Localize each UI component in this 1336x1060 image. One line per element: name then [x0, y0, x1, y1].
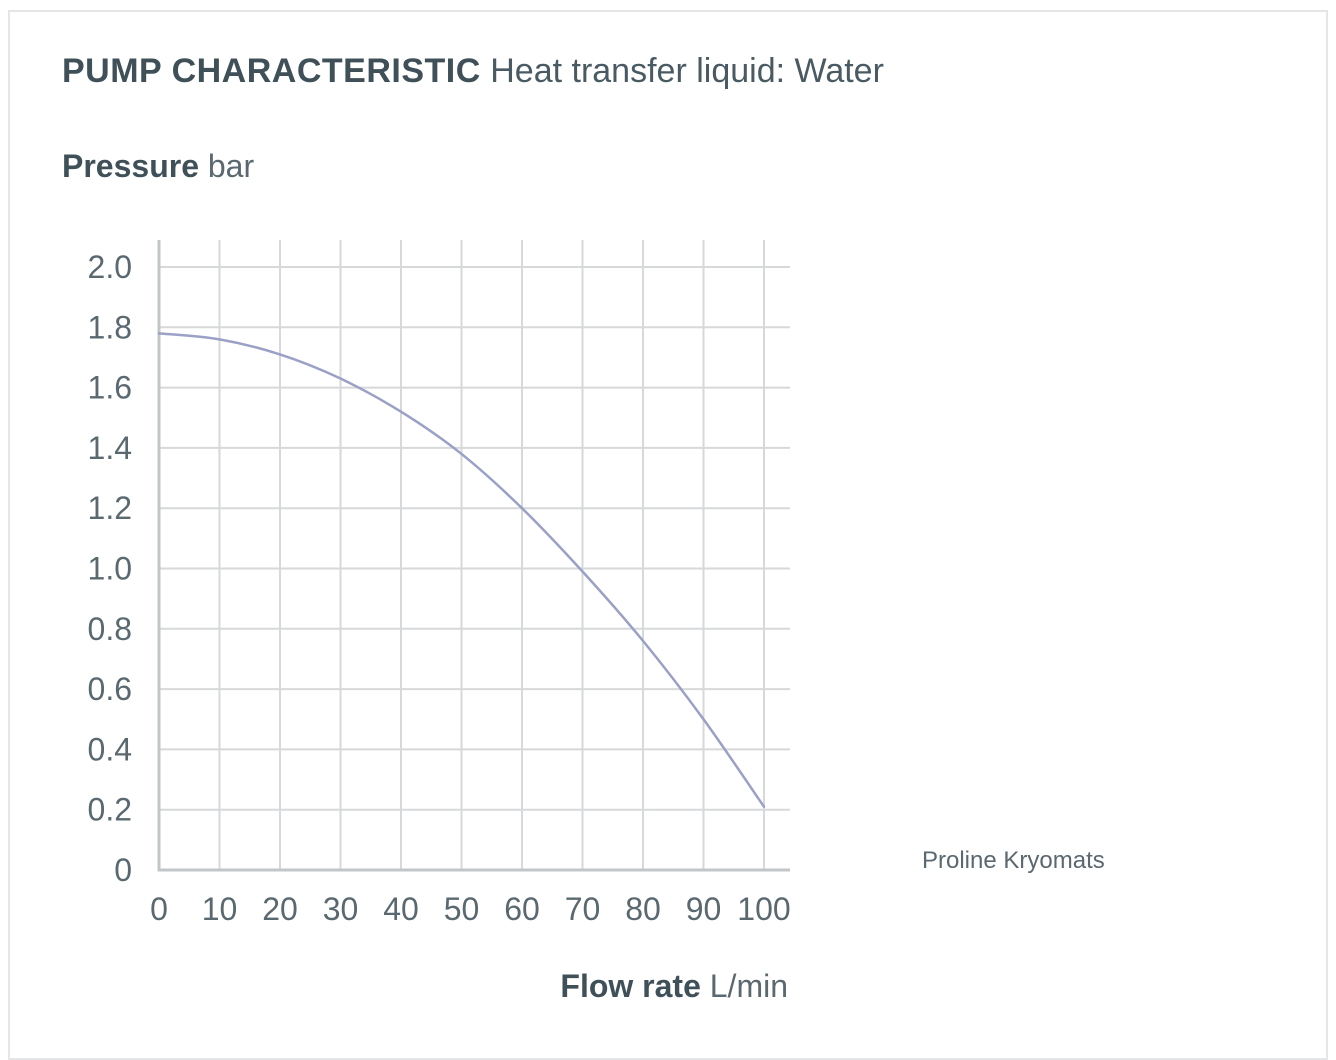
x-axis-label: Flow rate L/min [560, 968, 788, 1005]
x-tick-label-50: 50 [444, 891, 480, 927]
series [157, 332, 766, 808]
y-tick-label-0: 0 [114, 852, 132, 888]
x-tick-label-40: 40 [383, 891, 419, 927]
y-tick-label-2.0: 2.0 [88, 249, 132, 285]
axes [157, 240, 790, 872]
tick-labels: 0 10 20 30 40 50 60 70 80 90 100 0 0.2 0.4 0.6 0.8 1.0 1.… [88, 249, 791, 927]
chart-card [8, 10, 1328, 1060]
y-tick-label-0.2: 0.2 [88, 792, 132, 828]
y-tick-label-1.4: 1.4 [88, 430, 132, 466]
x-tick-label-100: 100 [737, 891, 790, 927]
y-tick-label-1.8: 1.8 [88, 309, 132, 345]
x-tick-label-30: 30 [323, 891, 359, 927]
x-tick-label-20: 20 [262, 891, 298, 927]
y-axis-label-unit: bar [207, 148, 255, 184]
chart-title-main: PUMP CHARACTERISTIC [62, 52, 481, 90]
grid [158, 240, 790, 870]
x-tick-label-70: 70 [565, 891, 601, 927]
x-tick-label-0: 0 [150, 891, 168, 927]
chart-title: PUMP CHARACTERISTIC Heat transfer liquid… [62, 52, 884, 91]
y-tick-label-0.8: 0.8 [88, 611, 132, 647]
y-tick-label-0.6: 0.6 [88, 671, 132, 707]
y-tick-label-1.6: 1.6 [88, 370, 132, 406]
y-tick-label-0.4: 0.4 [88, 731, 132, 767]
legend-entry: Proline Kryomats [922, 847, 1105, 874]
y-axis-label: Pressure bar [62, 148, 254, 185]
y-axis-label-name: Pressure [62, 148, 199, 184]
series-line-0 [157, 332, 766, 808]
y-tick-label-1.0: 1.0 [88, 551, 132, 587]
x-axis-label-unit: L/min [709, 968, 788, 1004]
y-tick-label-1.2: 1.2 [88, 490, 132, 526]
chart-subtitle: Heat transfer liquid: Water [490, 52, 884, 90]
x-axis-label-name: Flow rate [560, 968, 701, 1004]
x-tick-label-60: 60 [504, 891, 540, 927]
x-tick-label-90: 90 [686, 891, 722, 927]
x-tick-label-10: 10 [202, 891, 238, 927]
x-tick-label-80: 80 [625, 891, 661, 927]
